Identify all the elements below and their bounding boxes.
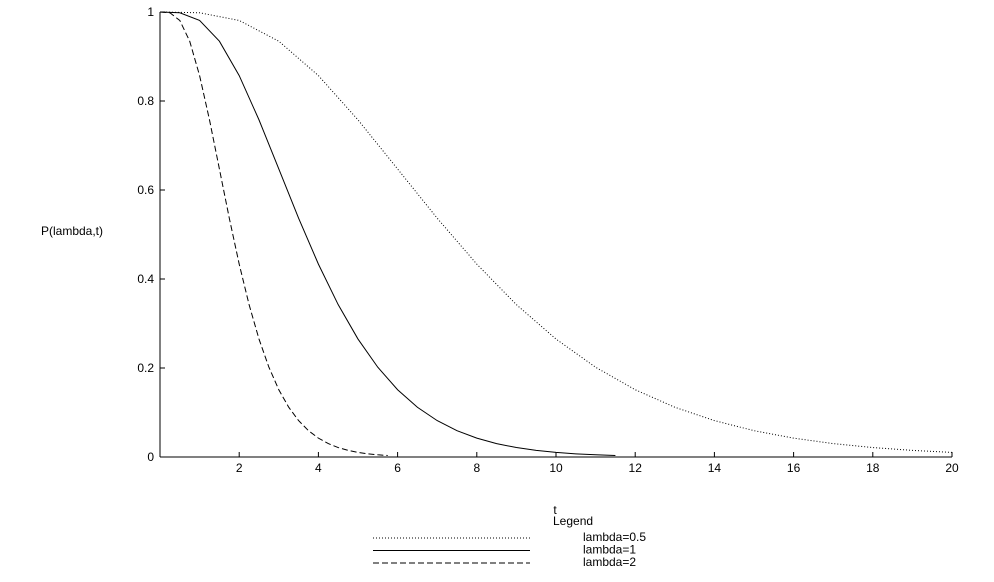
x-axis-label: t <box>553 503 557 517</box>
y-tick-label: 0.6 <box>137 183 154 197</box>
y-tick-label: 0 <box>147 450 154 464</box>
legend-label: lambda=1 <box>583 543 636 557</box>
series-line <box>159 11 953 453</box>
series-line <box>159 11 388 456</box>
y-tick-label: 0.8 <box>137 94 154 108</box>
x-tick-label: 12 <box>629 461 643 475</box>
y-tick-label: 0.4 <box>137 272 154 286</box>
x-tick-label: 18 <box>866 461 880 475</box>
x-tick-label: 6 <box>394 461 401 475</box>
x-tick-label: 14 <box>708 461 722 475</box>
x-tick-label: 4 <box>315 461 322 475</box>
y-tick-label: 0.2 <box>137 361 154 375</box>
legend-title: Legend <box>553 514 593 528</box>
x-tick-label: 16 <box>787 461 801 475</box>
y-axis-label: P(lambda,t) <box>41 224 103 238</box>
y-tick-label: 1 <box>147 5 154 19</box>
x-tick-label: 8 <box>473 461 480 475</box>
x-tick-label: 10 <box>549 461 563 475</box>
series-line <box>159 11 616 456</box>
legend-label: lambda=2 <box>583 555 636 569</box>
x-tick-label: 2 <box>236 461 243 475</box>
legend-label: lambda=0.5 <box>583 530 646 544</box>
x-tick-label: 20 <box>945 461 959 475</box>
